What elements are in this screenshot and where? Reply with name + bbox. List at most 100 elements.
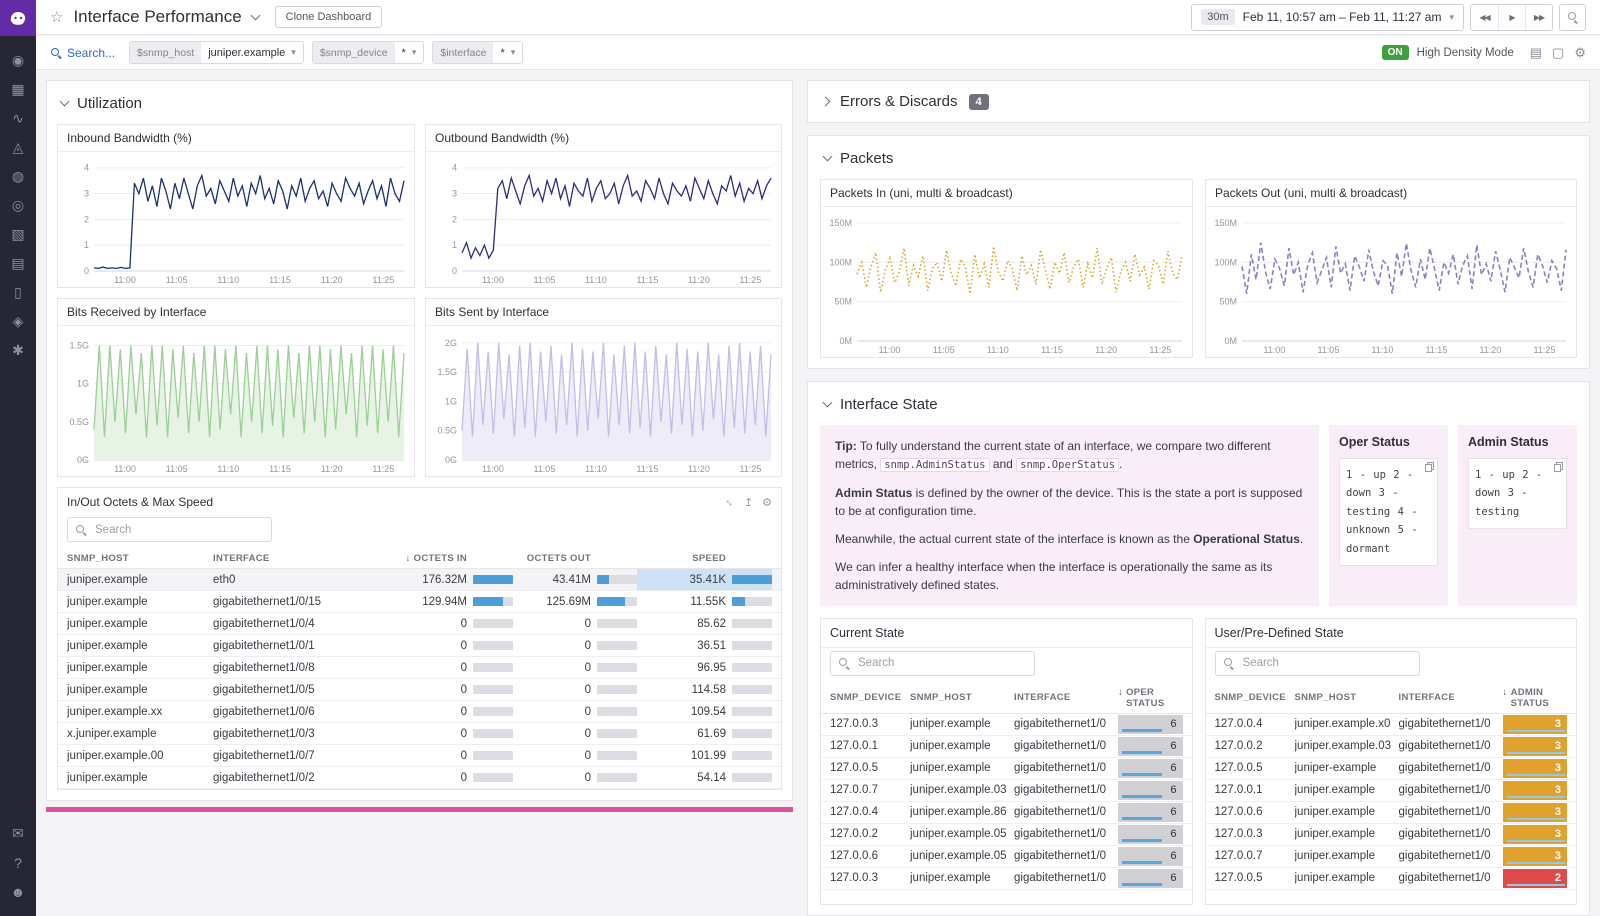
template-variable[interactable]: $snmp_device * ▾ — [311, 41, 425, 64]
column-header-admin-status[interactable]: ↓ ADMIN STATUS — [1502, 686, 1549, 709]
table-row[interactable]: x.juniper.example gigabitethernet1/0/3 0 0 6… — [58, 723, 781, 745]
template-variable[interactable]: $interface * ▾ — [432, 41, 524, 64]
synthetics-icon[interactable]: ◎ — [11, 197, 25, 213]
table-row[interactable]: 127.0.0.5 juniper.example gigabitethernet1… — [821, 758, 1192, 780]
packets-in-chart[interactable]: 0M 50M 100M 150M 11:00 11:05 11:10 11:15 11:20 11… — [821, 207, 1192, 357]
logs-icon[interactable]: ▤ — [11, 255, 25, 271]
column-header-interface[interactable]: INTERFACE — [1014, 692, 1071, 704]
table-cell: 43.41M — [513, 569, 637, 590]
column-header-oper-status[interactable]: ↓ OPER STATUS — [1118, 686, 1165, 709]
settings-gear-icon[interactable]: ⚙ — [1574, 44, 1586, 60]
favorite-star-icon[interactable]: ☆ — [50, 9, 64, 26]
help-icon[interactable]: ? — [14, 854, 22, 871]
table-row[interactable]: 127.0.0.5 juniper.example gigabitethernet1… — [1205, 868, 1576, 890]
table-row[interactable]: juniper.example gigabitethernet1/0/4 0 0 85.… — [58, 613, 781, 635]
section-header-utilization[interactable]: Utilization — [57, 91, 782, 124]
time-play-button[interactable]: ▶ — [1498, 4, 1525, 30]
notebooks-icon[interactable]: ▯ — [14, 284, 22, 300]
packets-out-chart[interactable]: 0M 50M 100M 150M 11:00 11:05 11:10 11:15 11:20 11… — [1206, 207, 1576, 357]
table-row[interactable]: 127.0.0.5 juniper-example gigabitethernet1… — [1205, 758, 1576, 780]
table-row[interactable]: 127.0.0.2 juniper.example.05 gigabitethern… — [821, 824, 1192, 846]
column-header-speed[interactable]: SPEED — [692, 553, 726, 564]
time-back-button[interactable]: ◀◀ — [1479, 12, 1490, 22]
settings-icon[interactable]: ✱ — [12, 342, 24, 358]
search-link[interactable]: Search... — [50, 46, 115, 60]
table-row[interactable]: juniper.example gigabitethernet1/0/1 0 0 36.… — [58, 635, 781, 657]
inbound-bandwidth-chart[interactable]: 0 1 2 3 4 11:00 11:05 11:10 11:15 11:20 11:25 — [58, 152, 414, 287]
status-bar — [1122, 816, 1162, 820]
table-row[interactable]: 127.0.0.6 juniper.example.05 gigabitethern… — [821, 846, 1192, 868]
table-row[interactable]: juniper.example eth0 176.32M 43.41M 35.41K — [58, 569, 781, 591]
svg-text:11:05: 11:05 — [533, 275, 555, 285]
time-forward-button[interactable]: ▶▶ — [1525, 4, 1552, 30]
table-row[interactable]: juniper.example.00 gigabitethernet1/0/7 0 0… — [58, 745, 781, 767]
section-header-interface-state[interactable]: Interface State — [820, 392, 1577, 425]
column-header-snmp-device[interactable]: SNMP_DEVICE — [830, 692, 902, 704]
column-header-interface[interactable]: INTERFACE — [1398, 692, 1456, 704]
column-header-interface[interactable]: INTERFACE — [213, 553, 270, 564]
sort-arrow-icon: ↓ — [405, 553, 411, 564]
copy-icon[interactable] — [1425, 462, 1434, 472]
copy-icon[interactable] — [1554, 462, 1563, 472]
table-row[interactable]: 127.0.0.7 juniper.example gigabitethernet1… — [1205, 846, 1576, 868]
table-row[interactable]: juniper.example.xx gigabitethernet1/0/6 0 0… — [58, 701, 781, 723]
table-search-input[interactable] — [93, 522, 264, 537]
template-variable[interactable]: $snmp_host juniper.example ▾ — [129, 41, 304, 64]
column-header-octets-out[interactable]: OCTETS OUT — [526, 553, 591, 564]
column-header-snmp-host[interactable]: SNMP_HOST — [67, 553, 129, 564]
expand-icon[interactable]: ↔ — [721, 493, 738, 510]
table-row[interactable]: 127.0.0.7 juniper.example.03 gigabitethern… — [821, 780, 1192, 802]
watchdog-icon[interactable]: ◉ — [11, 52, 25, 68]
title-chevron-icon[interactable] — [250, 10, 261, 20]
status-bar — [1122, 860, 1162, 864]
column-header-snmp-host[interactable]: SNMP_HOST — [910, 692, 972, 704]
density-toggle[interactable]: ON — [1381, 45, 1409, 60]
packets-section: Packets Packets In (uni, multi & broadca… — [807, 135, 1590, 369]
table-row[interactable]: 127.0.0.2 juniper.example.03 gigabitethern… — [1205, 736, 1576, 758]
column-header-snmp-host[interactable]: SNMP_HOST — [1294, 692, 1357, 704]
time-range-selector[interactable]: 30m Feb 11, 10:57 am – Feb 11, 11:27 am … — [1191, 3, 1464, 31]
column-header-octets-in[interactable]: ↓ OCTETS IN — [405, 553, 467, 564]
metrics-icon[interactable]: ∿ — [12, 110, 24, 126]
table-search-input[interactable] — [856, 656, 1027, 671]
users-icon[interactable]: ☻ — [10, 883, 26, 900]
svg-text:11:10: 11:10 — [217, 464, 239, 474]
table-row[interactable]: 127.0.0.3 juniper.example gigabitethernet1… — [1205, 824, 1576, 846]
errors-discards-section[interactable]: Errors & Discards 4 — [807, 80, 1590, 123]
table-row[interactable]: 127.0.0.1 juniper.example gigabitethernet1… — [1205, 780, 1576, 802]
table-search-input[interactable] — [1240, 656, 1412, 671]
bits-sent-chart[interactable]: 0G 0.5G 1G 1.5G 2G 11:00 11:05 11:10 11:15 11:20 1… — [426, 326, 781, 476]
table-row[interactable]: 127.0.0.4 juniper.example.86 gigabitethern… — [821, 802, 1192, 824]
infrastructure-icon[interactable]: ▧ — [11, 226, 25, 242]
bits-received-chart[interactable]: 0G 0.5G 1G 1.5G 11:00 11:05 11:10 11:15 11:20 11:… — [58, 326, 414, 476]
monitors-icon[interactable]: ◍ — [11, 168, 25, 184]
table-row[interactable]: 127.0.0.3 juniper.example gigabitethernet1… — [821, 868, 1192, 890]
section-header-packets[interactable]: Packets — [820, 146, 1577, 179]
table-row[interactable]: 127.0.0.3 juniper.example gigabitethernet1… — [821, 714, 1192, 736]
value-bar — [473, 663, 513, 672]
table-cell: juniper.example — [67, 617, 148, 630]
datadog-logo[interactable] — [0, 0, 36, 36]
security-icon[interactable]: ◈ — [12, 313, 24, 329]
table-row[interactable]: juniper.example gigabitethernet1/0/5 0 0 114… — [58, 679, 781, 701]
zoom-search-button[interactable] — [1559, 3, 1586, 31]
export-icon[interactable]: ↥ — [743, 496, 754, 509]
widgets-list-icon[interactable]: ▤ — [1529, 44, 1543, 60]
outbound-bandwidth-chart[interactable]: 0 1 2 3 4 11:00 11:05 11:10 11:15 11:20 11:25 — [426, 152, 781, 287]
table-cell: gigabitethernet1/0 — [1398, 872, 1491, 885]
chat-icon[interactable]: ✉ — [12, 825, 24, 841]
table-row[interactable]: juniper.example gigabitethernet1/0/15 129.… — [58, 591, 781, 613]
page-title[interactable]: Interface Performance — [73, 7, 242, 26]
dashboards-icon[interactable]: ▦ — [11, 81, 25, 97]
table-row[interactable]: juniper.example gigabitethernet1/0/8 0 0 96.… — [58, 657, 781, 679]
interface-state-section: Interface State Tip: To fully understand… — [807, 381, 1590, 916]
gear-icon[interactable]: ⚙ — [762, 496, 772, 509]
tv-screen-icon[interactable]: ▢ — [1552, 44, 1565, 60]
clone-dashboard-button[interactable]: Clone Dashboard — [274, 6, 383, 28]
column-header-snmp-device[interactable]: SNMP_DEVICE — [1214, 692, 1286, 704]
table-row[interactable]: 127.0.0.6 juniper.example gigabitethernet1… — [1205, 802, 1576, 824]
apm-icon[interactable]: ◬ — [12, 139, 24, 155]
table-row[interactable]: 127.0.0.4 juniper.example.x0 gigabitethern… — [1205, 714, 1576, 736]
table-row[interactable]: 127.0.0.1 juniper.example gigabitethernet1… — [821, 736, 1192, 758]
table-row[interactable]: juniper.example gigabitethernet1/0/2 0 0 54.… — [58, 767, 781, 789]
